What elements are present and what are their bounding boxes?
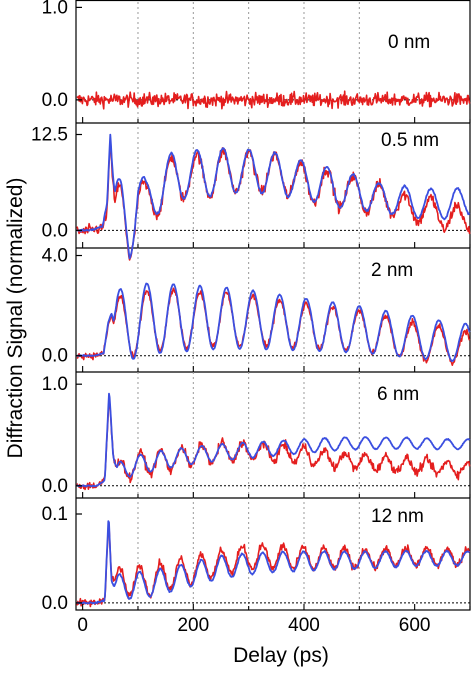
panel-label: 0.5 nm bbox=[381, 130, 439, 151]
y-tick-label: 0.0 bbox=[42, 346, 68, 367]
simulated-series-line bbox=[76, 282, 471, 363]
simulated-series-line bbox=[76, 520, 471, 605]
measured-series-line bbox=[76, 525, 471, 608]
y-tick-label: 4.0 bbox=[42, 246, 68, 267]
y-tick-label: 1.0 bbox=[42, 0, 68, 18]
plot-border bbox=[75, 0, 471, 611]
text-labels: 1.0 0.0 0 nm 12.5 0.0 0.5 nm 4.0 0.0 2 nm 1.0 0.0 6… bbox=[31, 0, 439, 636]
x-tick-label: 200 bbox=[177, 615, 209, 636]
data-series bbox=[76, 90, 471, 608]
measured-series-line bbox=[76, 90, 471, 110]
y-tick-label: 12.5 bbox=[31, 125, 68, 146]
measured-series-line bbox=[76, 143, 471, 261]
x-tick-label: 0 bbox=[77, 615, 88, 636]
simulated-series-line bbox=[76, 392, 471, 488]
y-tick-label: 0.0 bbox=[42, 593, 68, 614]
axis-ticks bbox=[76, 6, 471, 610]
y-axis-label: Diffraction Signal (normalized) bbox=[4, 178, 27, 459]
panel-label: 0 nm bbox=[388, 32, 430, 53]
y-tick-label: 0.0 bbox=[42, 220, 68, 241]
x-tick-label: 400 bbox=[288, 615, 320, 636]
y-tick-label: 1.0 bbox=[42, 374, 68, 395]
plot-frames bbox=[75, 0, 471, 611]
y-tick-label: 0.0 bbox=[42, 90, 68, 111]
y-tick-label: 0.0 bbox=[42, 476, 68, 497]
y-tick-label: 0.1 bbox=[42, 504, 68, 525]
panel-label: 12 nm bbox=[371, 506, 424, 527]
simulated-series-line bbox=[76, 133, 471, 260]
measured-series-line bbox=[76, 399, 471, 491]
x-tick-label: 600 bbox=[399, 615, 431, 636]
x-axis-label: Delay (ps) bbox=[233, 644, 329, 667]
panel-label: 2 nm bbox=[371, 260, 413, 281]
panel-label: 6 nm bbox=[377, 384, 419, 405]
